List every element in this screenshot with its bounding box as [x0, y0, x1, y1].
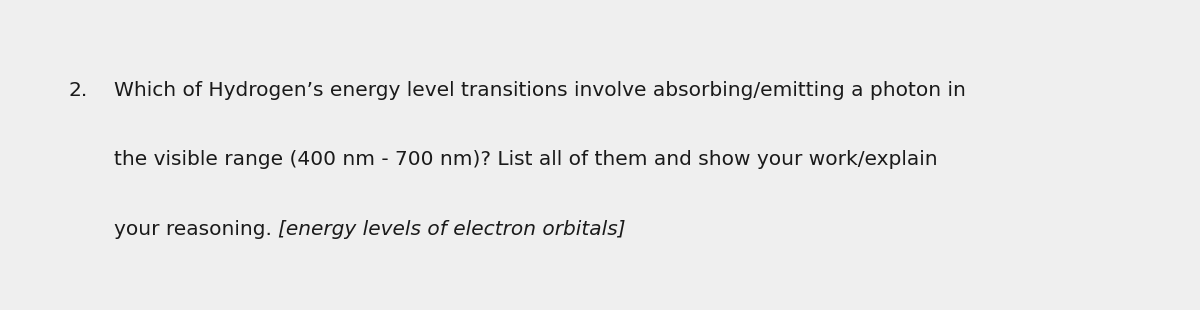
Text: [energy levels of electron orbitals]: [energy levels of electron orbitals] — [278, 220, 626, 239]
Text: the visible range (400 nm - 700 nm)? List all of them and show your work/explain: the visible range (400 nm - 700 nm)? Lis… — [114, 150, 937, 169]
Text: Which of Hydrogen’s energy level transitions involve absorbing/emitting a photon: Which of Hydrogen’s energy level transit… — [114, 81, 966, 100]
Text: your reasoning.: your reasoning. — [114, 220, 278, 239]
Text: 2.: 2. — [68, 81, 88, 100]
